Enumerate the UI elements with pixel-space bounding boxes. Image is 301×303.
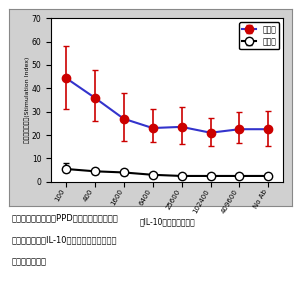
Y-axis label: 細胞増殖の程度(Stimulation Index): 細胞増殖の程度(Stimulation Index) xyxy=(25,57,30,143)
X-axis label: 抗IL-10抗体の希釈倍率: 抗IL-10抗体の希釈倍率 xyxy=(139,217,195,226)
Text: 細胞増殖も抗　IL-10　抗体により濃度依存: 細胞増殖も抗 IL-10 抗体により濃度依存 xyxy=(12,235,117,245)
Text: 围４　感染牛では　PPD　刷激により起こる: 围４ 感染牛では PPD 刷激により起こる xyxy=(12,214,119,223)
Legend: 感染牛, 健康牛: 感染牛, 健康牛 xyxy=(239,22,279,49)
Text: 性に高まった。: 性に高まった。 xyxy=(12,257,47,266)
